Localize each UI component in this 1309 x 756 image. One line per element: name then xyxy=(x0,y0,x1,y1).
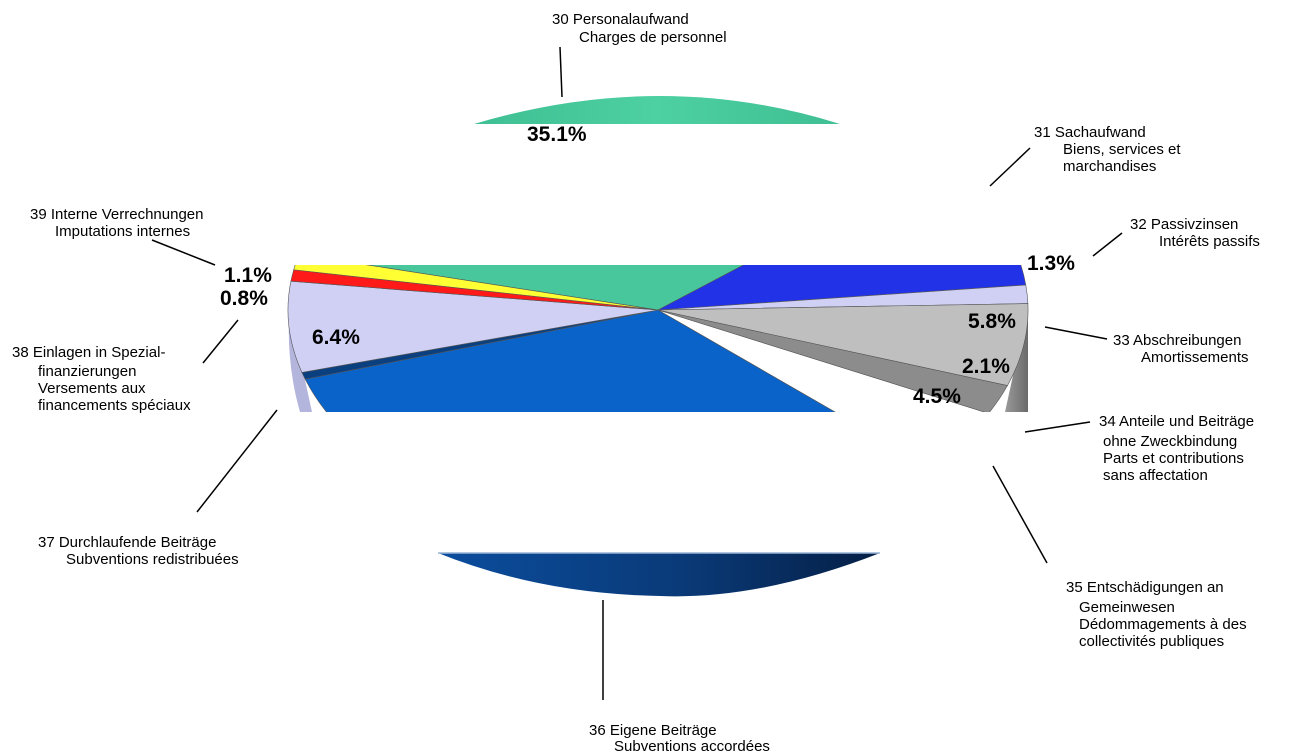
pie-slice-31 xyxy=(657,265,1027,311)
pie-slice-30 xyxy=(365,265,745,311)
category-label-34: 34 Anteile und Beiträge ohne Zweckbindun… xyxy=(1099,413,1258,484)
value-label-38: 6.4% xyxy=(312,326,360,349)
category-label-36: 36 Eigene Beiträge Subventions accordées xyxy=(589,722,770,755)
pie-slice-30-top xyxy=(474,96,840,124)
pie-slice-36-bottom xyxy=(438,553,880,597)
category-label-37: 37 Durchlaufende Beiträge Subventions re… xyxy=(38,534,239,568)
category-label-38: 38 Einlagen in Spezial- finanzierungen V… xyxy=(12,344,191,414)
category-label-32: 32 Passivzinsen Intérêts passifs xyxy=(1130,216,1260,250)
pie-slice-33 xyxy=(657,303,1029,386)
value-label-30: 35.1% xyxy=(527,123,587,146)
leader-line-38 xyxy=(202,319,239,364)
category-label-33: 33 Abschreibungen Amortissements xyxy=(1113,332,1249,366)
value-labels: 35.1% 1.3% 5.8% 2.1% 4.5% 6.4% 0.8% 1.1% xyxy=(220,123,1075,408)
leader-line-31 xyxy=(989,147,1031,187)
value-label-32: 1.3% xyxy=(1027,252,1075,275)
pie-slice-36 xyxy=(304,309,836,412)
value-label-39: 1.1% xyxy=(224,264,272,287)
pie-side-left xyxy=(288,300,312,412)
value-label-33: 5.8% xyxy=(968,310,1016,333)
leader-line-35 xyxy=(992,465,1048,564)
category-labels: 30 Personalaufwand Charges de personnel … xyxy=(12,11,1260,755)
pie-slice-34 xyxy=(657,309,1008,412)
leader-line-30 xyxy=(559,46,563,98)
category-label-30: 30 Personalaufwand Charges de personnel xyxy=(552,11,727,46)
pie-slice-35 xyxy=(657,309,986,412)
pie-slice-38 xyxy=(287,280,659,373)
leader-line-34 xyxy=(1024,421,1091,433)
value-label-35: 4.5% xyxy=(913,385,961,408)
category-label-39: 39 Interne Verrechnungen Imputations int… xyxy=(30,206,208,240)
pie-slice-39 xyxy=(293,265,659,311)
pie-band xyxy=(287,265,1029,412)
category-label-31: 31 Sachaufwand Biens, services et marcha… xyxy=(1034,124,1185,175)
leader-line-33 xyxy=(1044,326,1108,340)
leader-line-32 xyxy=(1092,232,1123,257)
leader-line-37 xyxy=(196,409,278,513)
category-label-35: 35 Entschädigungen an Gemeinwesen Dédomm… xyxy=(1066,579,1251,650)
leader-lines xyxy=(151,46,1123,700)
value-label-34: 2.1% xyxy=(962,355,1010,378)
leader-line-39 xyxy=(151,239,216,266)
value-label-39a: 0.8% xyxy=(220,287,268,310)
